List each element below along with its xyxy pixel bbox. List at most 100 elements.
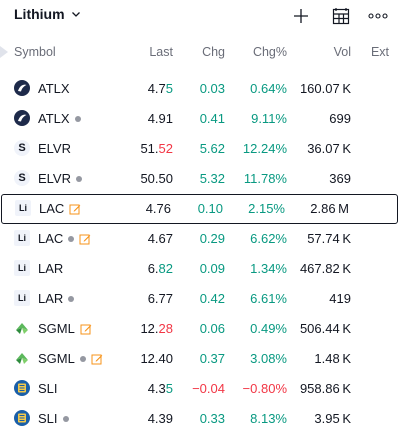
volume-cell: 160.07 K (299, 81, 351, 96)
symbol-label: LAR (38, 291, 64, 306)
watchlist-row-lac[interactable]: Li LAC 4.76 0.10 2.15% 2.86 M (1, 194, 398, 224)
sli-logo-icon (14, 410, 30, 426)
watchlist-row-atlx[interactable]: ATLX 4.75 0.03 0.64% 160.07 K (0, 74, 400, 104)
last-price-cell: 12.40 (140, 351, 173, 366)
change-cell: 0.41 (199, 111, 225, 126)
last-price-cell: 6.77 (148, 291, 173, 306)
last-price-main: 4.3 (147, 381, 166, 396)
elvr-logo-icon: S (14, 140, 30, 156)
change-cell: 0.06 (199, 321, 225, 336)
last-price-main: 4.39 (147, 411, 173, 426)
watchlist-row-sli-extended[interactable]: SLI 4.39 0.33 8.13% 3.95 K (0, 404, 400, 434)
last-price-main: 6. (147, 261, 159, 276)
change-percent-cell: 0.64% (250, 81, 287, 96)
last-price-cell: 4.67 (148, 231, 173, 246)
change-cell: 0.29 (199, 231, 225, 246)
watchlist-row-atlx-extended[interactable]: ATLX 4.91 0.41 9.11% 699 (0, 104, 400, 134)
symbol-cell: ATLX (38, 81, 70, 96)
last-price-cell: 4.91 (148, 111, 173, 126)
edit-note-icon[interactable] (80, 323, 92, 335)
last-price-cell: 50.50 (140, 171, 173, 186)
symbol-cell: LAC (38, 231, 91, 246)
column-last[interactable]: Last (149, 45, 173, 59)
last-price-cell: 4.35 (148, 381, 173, 396)
watchlist-row-lar-extended[interactable]: Li LAR 6.77 0.42 6.61% 419 (0, 284, 400, 314)
symbol-label: LAC (39, 201, 65, 216)
change-cell: 0.42 (199, 291, 225, 306)
volume-cell: 419 (329, 291, 351, 306)
change-percent-cell: −0.80% (242, 381, 287, 396)
symbol-cell: LAC (39, 201, 81, 216)
watchlist-row-lac-extended[interactable]: Li LAC 4.67 0.29 6.62% 57.74 K (0, 224, 400, 254)
more-options-button[interactable] (367, 5, 389, 27)
column-header-row: Symbol Last Chg Chg% Vol Ext (0, 42, 400, 64)
lar-logo-icon: Li (14, 290, 30, 306)
symbol-label: SLI (38, 411, 58, 426)
extended-hours-dot-icon (68, 295, 75, 302)
column-chg-percent[interactable]: Chg% (252, 45, 287, 59)
watchlist-row-elvr[interactable]: S ELVR 51.52 5.62 12.24% 36.07 K (0, 134, 400, 164)
column-symbol[interactable]: Symbol (14, 45, 56, 59)
edit-note-icon[interactable] (69, 203, 81, 215)
column-ext[interactable]: Ext (370, 45, 389, 59)
last-price-main: 4.7 (147, 81, 166, 96)
watchlist-row-lar[interactable]: Li LAR 6.82 0.09 1.34% 467.82 K (0, 254, 400, 284)
watchlist-title: Lithium (14, 6, 65, 22)
elvr-logo-icon: S (14, 170, 30, 186)
change-percent-cell: 6.62% (250, 231, 287, 246)
add-symbol-button[interactable] (290, 5, 312, 27)
last-price-main: 4.91 (147, 111, 173, 126)
change-cell: 0.33 (199, 411, 225, 426)
volume-cell: 3.95 K (314, 411, 351, 426)
watchlist-header: Lithium (0, 0, 400, 32)
last-price-cell: 51.52 (140, 141, 173, 156)
symbol-label: ATLX (38, 111, 70, 126)
column-vol[interactable]: Vol (333, 45, 351, 59)
change-percent-cell: 3.08% (250, 351, 287, 366)
edit-note-icon[interactable] (79, 233, 91, 245)
volume-cell: 36.07 K (307, 141, 351, 156)
change-cell: 5.62 (199, 141, 225, 156)
symbol-cell: SGML (38, 321, 92, 336)
symbol-cell: SLI (38, 381, 58, 396)
change-cell: 0.10 (197, 201, 223, 216)
watchlist-row-sgml[interactable]: SGML 12.28 0.06 0.49% 506.44 K (0, 314, 400, 344)
symbol-label: ELVR (38, 171, 71, 186)
volume-cell: 369 (329, 171, 351, 186)
last-price-main: 6.77 (147, 291, 173, 306)
volume-cell: 699 (329, 111, 351, 126)
last-price-main: 4.76 (145, 201, 171, 216)
extended-hours-dot-icon (76, 175, 82, 182)
symbol-label: LAR (38, 261, 64, 276)
symbol-label: ATLX (38, 81, 70, 96)
volume-cell: 2.86 M (310, 201, 349, 216)
atlx-logo-icon (14, 80, 30, 96)
watchlist-row-sgml-extended[interactable]: SGML 12.40 0.37 3.08% 1.48 K (0, 344, 400, 374)
grid-icon (332, 8, 350, 25)
change-cell: 0.37 (199, 351, 225, 366)
sli-logo-icon (14, 380, 30, 396)
volume-cell: 506.44 K (299, 321, 351, 336)
symbol-label: SLI (38, 381, 58, 396)
extended-hours-dot-icon (62, 415, 69, 422)
column-chg[interactable]: Chg (202, 45, 225, 59)
watchlist-title-dropdown[interactable]: Lithium (14, 6, 81, 22)
change-percent-cell: 12.24% (242, 141, 287, 156)
atlx-logo-icon (14, 110, 30, 126)
edit-note-icon[interactable] (91, 353, 103, 365)
watchlist-row-elvr-extended[interactable]: S ELVR 50.50 5.32 11.78% 369 (0, 164, 400, 194)
change-cell: −0.04 (192, 381, 225, 396)
change-percent-cell: 11.78% (243, 171, 287, 186)
watchlist-row-sli[interactable]: SLI 4.35 −0.04 −0.80% 958.86 K (0, 374, 400, 404)
lac-logo-icon: Li (15, 200, 31, 216)
more-icon (368, 13, 388, 19)
symbol-cell: SLI (38, 411, 69, 426)
volume-cell: 1.48 K (314, 351, 351, 366)
extended-hours-dot-icon (68, 235, 75, 242)
change-percent-cell: 6.61% (250, 291, 287, 306)
advanced-view-button[interactable] (330, 5, 352, 27)
last-price-main: 4.67 (147, 231, 173, 246)
extended-hours-dot-icon (79, 355, 86, 362)
watchlist-rows: ATLX 4.75 0.03 0.64% 160.07 K ATLX 4.91 0.41 9.1… (0, 74, 400, 434)
last-price-tick: 82 (158, 261, 173, 276)
